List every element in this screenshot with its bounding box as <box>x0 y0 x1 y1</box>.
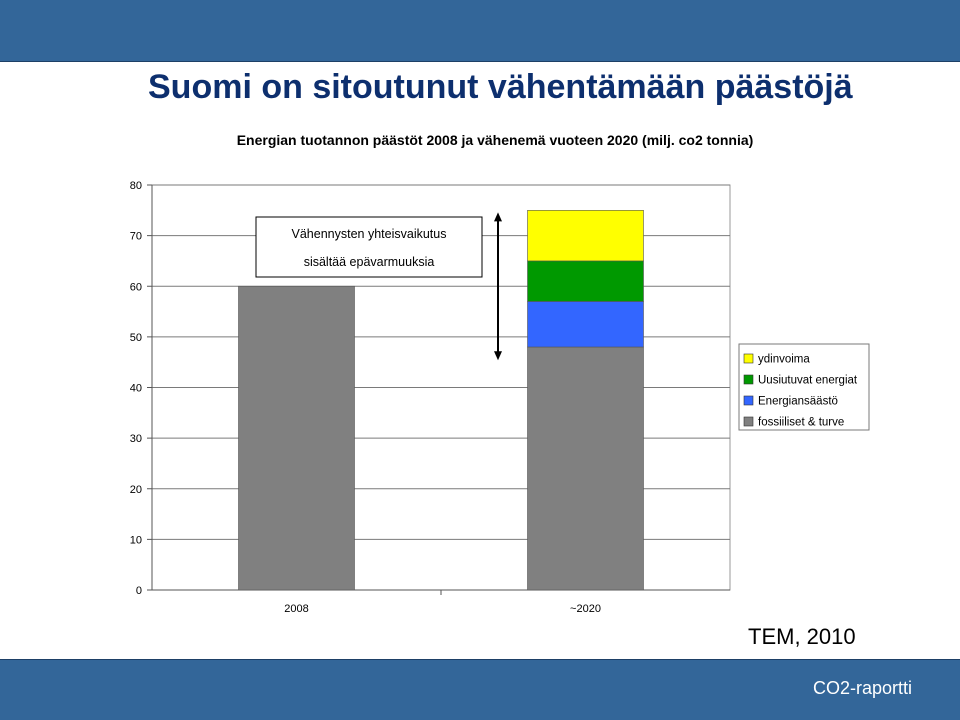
y-tick-label: 10 <box>130 534 142 546</box>
legend-label: ydinvoima <box>758 354 810 366</box>
y-tick-label: 80 <box>130 180 142 192</box>
bar-segment <box>527 301 644 348</box>
y-tick-label: 70 <box>130 231 142 243</box>
legend-swatch <box>743 416 754 427</box>
chart-title: Energian tuotannon päästöt 2008 ja vähen… <box>237 132 754 148</box>
y-tick-label: 40 <box>130 383 142 395</box>
legend-swatch <box>743 374 754 385</box>
legend-label: Energiansäästö <box>758 396 838 408</box>
legend-swatch <box>743 395 754 406</box>
legend <box>738 343 870 431</box>
y-tick-label: 50 <box>130 332 142 344</box>
source-label: TEM, 2010 <box>748 624 856 649</box>
y-tick-label: 60 <box>130 281 142 293</box>
annotation-line-1: Vähennysten yhteisvaikutus <box>292 227 447 241</box>
legend-label: Uusiutuvat energiat <box>758 375 858 387</box>
y-tick-label: 30 <box>130 433 142 445</box>
arrow-head-bottom <box>494 351 502 361</box>
bar-segment <box>238 285 355 591</box>
bar-segment <box>527 346 644 591</box>
annotation-line-2: sisältää epävarmuuksia <box>304 255 435 269</box>
footer-band <box>0 659 960 720</box>
y-tick-label: 0 <box>136 585 142 597</box>
bar-segment <box>527 260 644 302</box>
y-tick-label: 20 <box>130 484 142 496</box>
legend-label: fossiiliset & turve <box>758 417 844 429</box>
header-band <box>0 0 960 62</box>
x-tick-label: ~2020 <box>570 603 601 615</box>
x-tick-label: 2008 <box>284 603 308 615</box>
slide-title: Suomi on sitoutunut vähentämään päästöjä <box>148 68 853 106</box>
arrow-head-top <box>494 212 502 222</box>
bar-segment <box>527 210 644 262</box>
annotation-box <box>255 216 483 278</box>
legend-swatch <box>743 353 754 364</box>
footer-text: CO2-raportti <box>812 678 912 698</box>
